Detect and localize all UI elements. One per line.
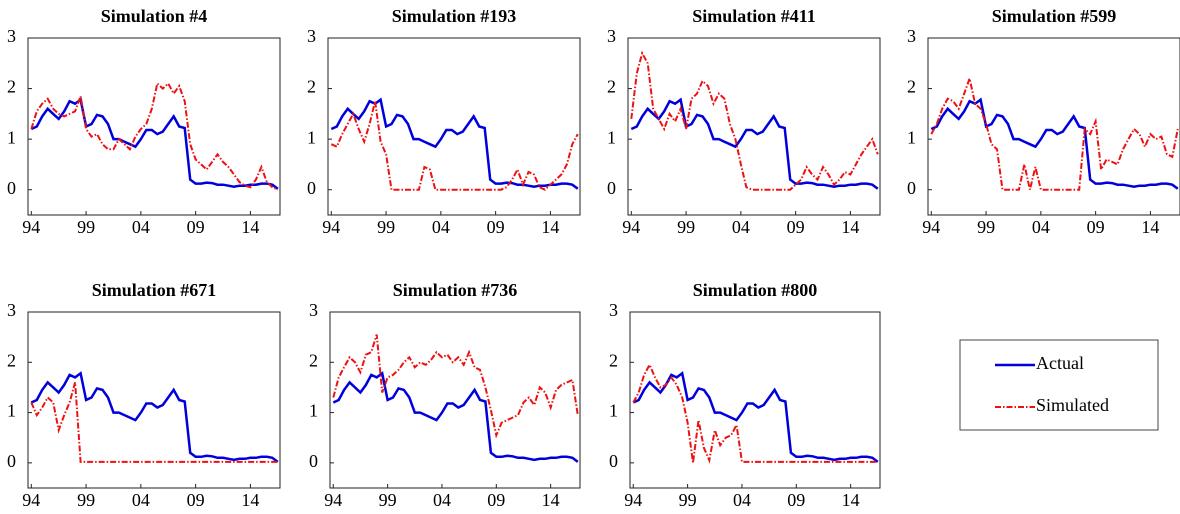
x-tick-label: 14 bbox=[841, 217, 859, 237]
x-tick-label: 14 bbox=[842, 490, 860, 510]
x-tick-label: 04 bbox=[733, 490, 751, 510]
y-tick-label: 2 bbox=[7, 77, 16, 97]
y-tick-label: 1 bbox=[7, 127, 16, 147]
x-tick-label: 09 bbox=[187, 217, 205, 237]
series-line bbox=[332, 371, 579, 463]
y-tick-label: 0 bbox=[7, 178, 16, 198]
plot-frame bbox=[27, 311, 281, 489]
x-tick-label: 09 bbox=[487, 490, 505, 510]
y-tick-label: 3 bbox=[309, 300, 318, 320]
x-tick-label: 04 bbox=[732, 217, 750, 237]
y-tick-label: 1 bbox=[607, 127, 616, 147]
plot-frame bbox=[329, 311, 581, 489]
y-tick-label: 0 bbox=[307, 178, 316, 198]
x-tick-label: 94 bbox=[624, 490, 642, 510]
y-tick-label: 1 bbox=[307, 127, 316, 147]
series-line bbox=[30, 382, 278, 463]
x-tick-label: 94 bbox=[322, 217, 340, 237]
y-tick-label: 1 bbox=[7, 401, 16, 421]
series-line bbox=[30, 81, 279, 191]
y-tick-label: 3 bbox=[307, 26, 316, 46]
y-tick-label: 3 bbox=[7, 300, 16, 320]
plot-frame bbox=[327, 37, 581, 216]
series-line bbox=[630, 50, 879, 191]
x-tick-label: 94 bbox=[622, 217, 640, 237]
plot-frame bbox=[927, 37, 1180, 216]
legend-label: Simulated bbox=[1036, 395, 1109, 415]
legend-box bbox=[959, 339, 1159, 431]
x-tick-label: 14 bbox=[241, 217, 259, 237]
series-line bbox=[930, 97, 1179, 190]
x-tick-label: 04 bbox=[433, 490, 451, 510]
x-tick-label: 94 bbox=[324, 490, 342, 510]
y-tick-label: 1 bbox=[907, 127, 916, 147]
series-line bbox=[632, 371, 879, 463]
y-tick-label: 2 bbox=[309, 350, 318, 370]
x-tick-label: 14 bbox=[542, 490, 560, 510]
x-tick-label: 99 bbox=[679, 490, 697, 510]
x-tick-label: 14 bbox=[1141, 217, 1159, 237]
x-tick-label: 04 bbox=[132, 490, 150, 510]
y-tick-label: 1 bbox=[309, 401, 318, 421]
y-tick-label: 2 bbox=[907, 77, 916, 97]
x-tick-label: 14 bbox=[541, 217, 559, 237]
x-tick-label: 04 bbox=[1032, 217, 1050, 237]
y-tick-label: 0 bbox=[607, 178, 616, 198]
x-tick-label: 99 bbox=[677, 217, 695, 237]
y-tick-label: 1 bbox=[609, 401, 618, 421]
x-tick-label: 99 bbox=[377, 217, 395, 237]
x-tick-label: 94 bbox=[922, 217, 940, 237]
x-tick-label: 94 bbox=[22, 217, 40, 237]
series-line bbox=[330, 100, 579, 191]
x-tick-label: 04 bbox=[132, 217, 150, 237]
y-tick-label: 3 bbox=[607, 26, 616, 46]
subplot-title: Simulation #671 bbox=[92, 280, 217, 300]
y-tick-label: 2 bbox=[307, 77, 316, 97]
subplot-title: Simulation #736 bbox=[393, 280, 518, 300]
y-tick-label: 3 bbox=[907, 26, 916, 46]
x-tick-label: 99 bbox=[977, 217, 995, 237]
subplot-title: Simulation #800 bbox=[693, 280, 818, 300]
series-line bbox=[330, 97, 579, 190]
x-tick-label: 09 bbox=[787, 217, 805, 237]
y-tick-label: 2 bbox=[7, 350, 16, 370]
x-tick-label: 09 bbox=[187, 490, 205, 510]
plot-frame bbox=[627, 37, 881, 216]
legend-label: Actual bbox=[1036, 353, 1084, 373]
x-tick-label: 14 bbox=[241, 490, 259, 510]
y-tick-label: 0 bbox=[309, 451, 318, 471]
y-tick-label: 0 bbox=[7, 451, 16, 471]
series-line bbox=[332, 334, 579, 439]
y-tick-label: 3 bbox=[609, 300, 618, 320]
subplot-title: Simulation #411 bbox=[692, 6, 816, 26]
series-line bbox=[30, 371, 279, 463]
y-tick-label: 2 bbox=[607, 77, 616, 97]
x-tick-label: 09 bbox=[787, 490, 805, 510]
subplot-title: Simulation #599 bbox=[992, 6, 1117, 26]
x-tick-label: 09 bbox=[1087, 217, 1105, 237]
series-line bbox=[30, 97, 279, 190]
y-tick-label: 3 bbox=[7, 26, 16, 46]
y-tick-label: 0 bbox=[609, 451, 618, 471]
x-tick-label: 94 bbox=[22, 490, 40, 510]
x-tick-label: 99 bbox=[379, 490, 397, 510]
y-tick-label: 2 bbox=[609, 350, 618, 370]
x-tick-label: 09 bbox=[487, 217, 505, 237]
x-tick-label: 99 bbox=[77, 217, 95, 237]
plot-frame bbox=[629, 311, 881, 489]
subplot-title: Simulation #193 bbox=[392, 6, 517, 26]
subplot-title: Simulation #4 bbox=[101, 6, 208, 26]
x-tick-label: 04 bbox=[432, 217, 450, 237]
series-line bbox=[930, 74, 1179, 191]
series-line bbox=[632, 362, 878, 464]
x-tick-label: 99 bbox=[77, 490, 95, 510]
y-tick-label: 0 bbox=[907, 178, 916, 198]
series-line bbox=[630, 97, 879, 190]
plot-frame bbox=[27, 37, 281, 216]
